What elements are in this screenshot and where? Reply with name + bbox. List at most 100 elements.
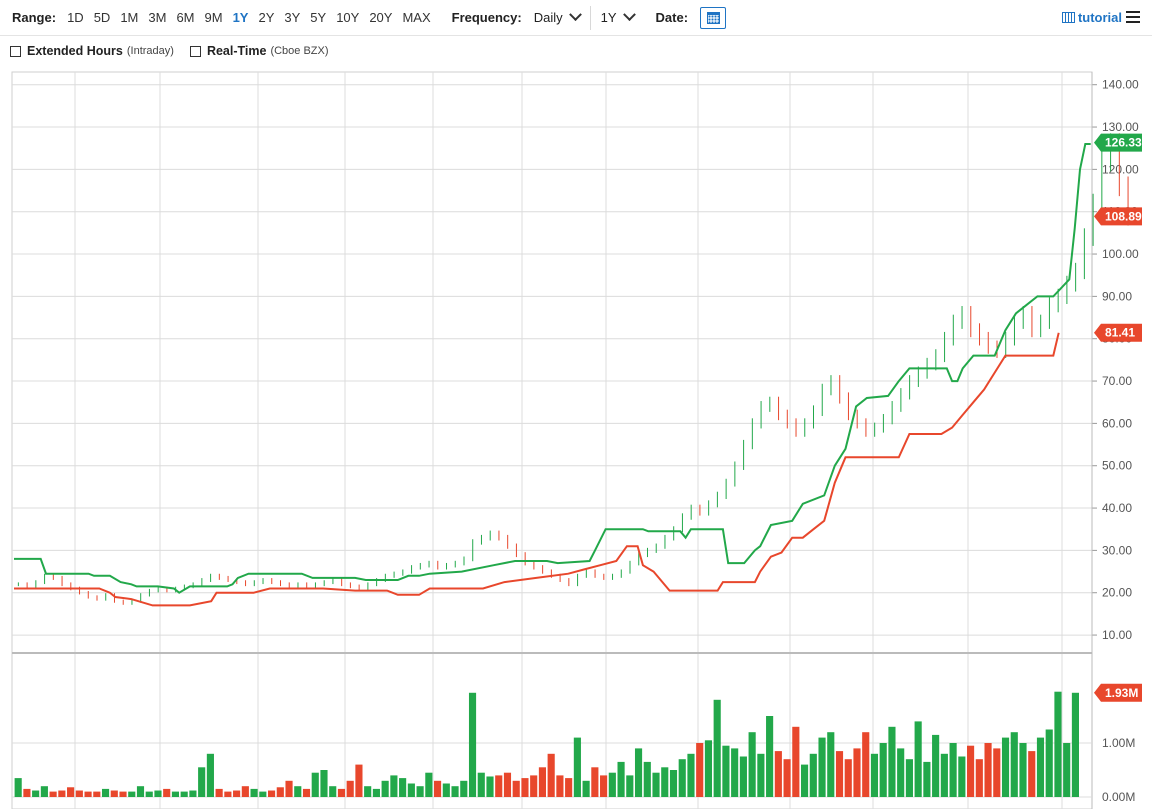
volume-bar [731,748,739,797]
volume-bar [748,732,756,797]
volume-bar [835,751,844,797]
volume-bar [984,743,992,797]
volume-bar [739,756,747,797]
volume-bar [75,790,83,797]
volume-bar [1054,691,1062,797]
volume-bar [774,751,782,797]
volume-bar [163,788,171,797]
price-tag-shape [1094,323,1142,342]
volume-bar [600,775,608,797]
volume-bar [93,791,101,797]
upper-band-line [14,143,1091,594]
range-3m[interactable]: 3M [148,10,167,25]
range-max[interactable]: MAX [402,10,431,25]
range-1d[interactable]: 1D [67,10,84,25]
checkbox[interactable] [189,45,201,57]
volume-bar [58,790,66,797]
tutorial-label: tutorial [1077,10,1122,25]
volume-bar [49,791,57,797]
real-time-toggle[interactable]: Real-Time (Cboe BZX) [189,44,329,58]
volume-bar [381,780,389,797]
tutorial-link[interactable]: tutorial [1061,10,1122,25]
volume-bar [189,790,197,797]
volume-bar [442,783,450,797]
price-tag-text: 81.41 [1105,326,1135,340]
volume-bar [818,737,826,797]
volume-bar [294,786,302,797]
volume-bar [932,734,940,797]
volume-bar [495,775,503,797]
chevron-down-icon [622,8,636,22]
volume-bar [14,778,22,797]
period-select[interactable]: 1Y [595,8,640,25]
volume-bar [355,764,363,797]
range-20y[interactable]: 20Y [369,10,393,25]
volume-bar [573,737,581,797]
volume-bar [582,780,590,797]
volume-bar [259,791,267,797]
price-tick-label: 120.00 [1102,162,1139,176]
volume-bar [1019,743,1027,797]
volume-bar [923,761,931,797]
volume-bar [897,748,905,797]
volume-bar [905,759,913,797]
range-1y[interactable]: 1Y [232,10,249,25]
range-5d[interactable]: 5D [93,10,111,25]
volume-bar [329,786,337,797]
volume-bar [180,791,188,797]
range-10y[interactable]: 10Y [336,10,360,25]
volume-bar [626,775,634,797]
volume-bar [853,748,861,797]
extended-hours-label: Extended Hours [27,44,123,58]
chart-toolbar: Range: 1D 5D 1M 3M 6M 9M 1Y 2Y 3Y 5Y 10Y 20Y MAX Fre… [0,0,1152,36]
volume-bar [661,767,669,797]
date-picker-button[interactable] [700,6,727,29]
price-tag: 81.41 [1094,323,1142,342]
volume-bar [110,790,118,797]
hamburger-menu-icon[interactable] [1126,11,1140,23]
range-1m[interactable]: 1M [120,10,139,25]
volume-bar [40,786,48,797]
volume-bar [425,772,433,797]
range-2y[interactable]: 2Y [258,10,275,25]
volume-bar [451,786,459,797]
volume-bar [320,770,328,797]
volume-bar [652,772,660,797]
real-time-sub: (Cboe BZX) [270,45,329,57]
volume-bar [23,788,31,797]
volume-bar [1045,729,1053,797]
volume-bar [407,783,415,797]
price-tick-label: 60.00 [1102,416,1132,430]
price-chart[interactable]: 140.00130.00120.00110.00100.0090.0080.00… [0,66,1152,809]
range-5y[interactable]: 5Y [310,10,327,25]
volume-bar [250,788,258,797]
range-9m[interactable]: 9M [204,10,223,25]
volume-bar [958,756,966,797]
volume-bar [538,767,546,797]
volume-bar [870,753,879,797]
volume-tag: 1.93M [1094,683,1142,702]
checkbox[interactable] [10,45,21,57]
extended-hours-toggle[interactable]: Extended Hours (Intraday) [10,44,174,58]
price-tag-shape [1094,133,1142,152]
volume-bar [346,780,354,797]
range-3y[interactable]: 3Y [284,10,301,25]
price-tick-label: 50.00 [1102,459,1132,473]
volume-bar [233,790,241,797]
price-tick-label: 30.00 [1102,543,1132,557]
volume-bar [311,772,319,797]
range-6m[interactable]: 6M [176,10,195,25]
price-tick-label: 130.00 [1102,120,1139,134]
volume-bar [154,790,162,797]
volume-bar [477,772,485,797]
volume-bar [434,780,442,797]
volume-bar [171,791,180,797]
price-tag: 108.89 [1094,207,1142,226]
volume-bar [704,740,713,797]
frequency-select[interactable]: Daily [528,8,586,25]
volume-tick-label: 0.00M [1102,790,1135,804]
price-tag-shape [1094,207,1142,226]
volume-bar [722,745,730,797]
volume-bar [1063,743,1071,797]
plot-frame [11,71,1093,809]
